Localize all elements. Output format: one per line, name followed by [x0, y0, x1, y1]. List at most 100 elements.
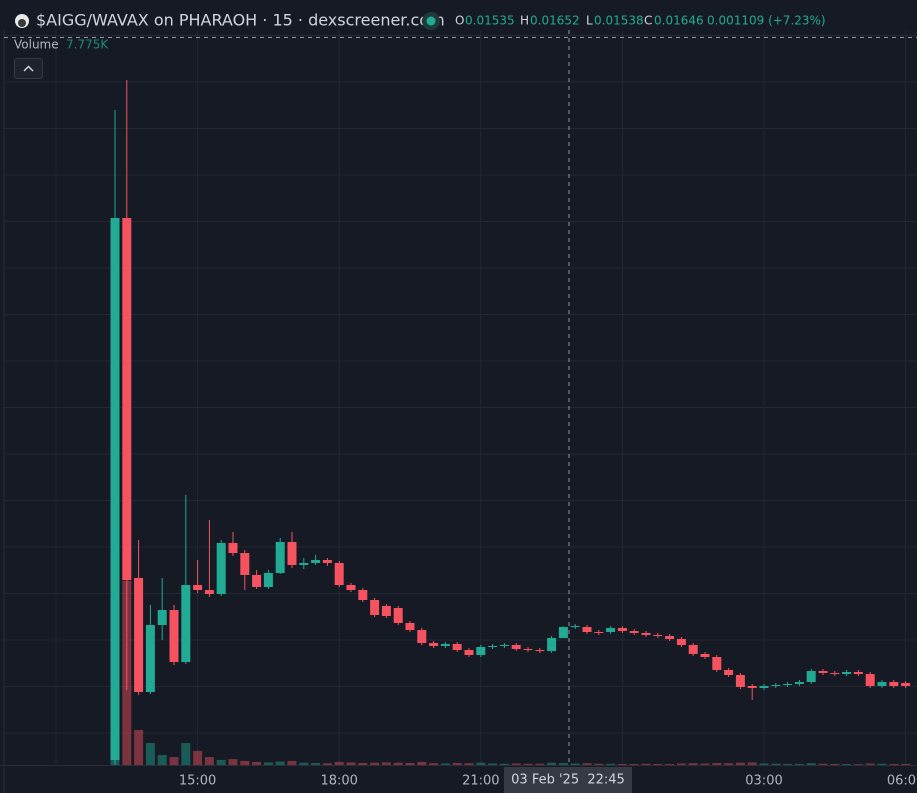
volume-bar: [676, 763, 686, 765]
candle-body: [877, 682, 887, 686]
candle-body: [311, 560, 321, 563]
candle-body: [617, 628, 627, 631]
volume-bar: [240, 760, 250, 765]
candle-body: [901, 683, 911, 686]
volume-bar: [405, 762, 415, 765]
candle-body: [594, 632, 604, 633]
crosshair-label-box: [504, 767, 632, 793]
candle-body: [204, 590, 214, 594]
collapse-button[interactable]: [14, 58, 43, 79]
volume-bar: [535, 763, 545, 765]
candle-body: [405, 623, 415, 630]
volume-bar: [346, 762, 356, 765]
candle-body: [676, 639, 686, 645]
candle-body: [169, 610, 179, 662]
ohlc-value: 0.01535: [465, 14, 515, 28]
candle-body: [499, 645, 509, 646]
volume-bar: [594, 763, 604, 765]
candle-body: [145, 625, 155, 692]
volume-bar: [393, 762, 403, 765]
ohlc-key: C: [644, 14, 652, 28]
volume-bar: [606, 763, 616, 765]
ohlc-value: 0.01646: [654, 14, 704, 28]
candle-body: [134, 578, 144, 692]
candle-body: [641, 633, 651, 635]
volume-bar: [464, 763, 474, 765]
volume-bar: [653, 763, 663, 765]
candle-body: [228, 543, 238, 553]
volume-bar: [771, 763, 781, 765]
volume-bar: [181, 742, 191, 765]
volume-bar: [334, 761, 344, 765]
volume-bar: [523, 763, 533, 765]
volume-bar: [228, 759, 238, 765]
candle-body: [523, 649, 533, 650]
volume-bar: [417, 761, 427, 765]
volume-bar: [830, 763, 840, 765]
volume-bar: [287, 760, 297, 765]
crosshair-label: 03 Feb '25 22:45: [511, 773, 625, 788]
candle-body: [452, 644, 462, 650]
candle-body: [358, 590, 368, 600]
volume-bar: [440, 763, 450, 765]
volume-bar: [877, 763, 887, 765]
volume-bar: [204, 757, 214, 765]
volume-bar: [499, 763, 509, 765]
volume-bar: [570, 763, 580, 765]
candle-body: [889, 682, 899, 686]
volume-bar: [547, 762, 557, 765]
volume-bar: [511, 763, 521, 765]
candle-body: [535, 650, 545, 651]
candle-body: [252, 575, 262, 587]
volume-bar: [263, 762, 273, 765]
volume-bar: [476, 762, 486, 765]
volume-bar: [488, 763, 498, 765]
candle-body: [440, 644, 450, 646]
candle-body: [606, 628, 616, 632]
volume-bar: [381, 762, 391, 765]
candle-body: [712, 657, 722, 670]
volume-value: 7.775K: [66, 38, 109, 52]
volume-bar: [724, 763, 734, 765]
candle-body: [818, 671, 828, 673]
x-tick-label: 03:00: [745, 774, 782, 789]
candle-body: [417, 630, 427, 643]
volume-bar: [806, 763, 816, 765]
volume-bar: [429, 763, 439, 765]
volume-bar: [358, 762, 368, 765]
volume-bar: [712, 762, 722, 765]
candle-body: [865, 674, 875, 686]
volume-bar: [865, 763, 875, 765]
volume-bar: [853, 764, 863, 765]
candle-body: [558, 627, 568, 639]
volume-bar: [665, 763, 675, 765]
candle-body: [582, 627, 592, 632]
volume-bar: [134, 729, 144, 765]
status-dot: [426, 16, 436, 26]
volume-bar: [169, 757, 179, 765]
token-icon-detail: [18, 19, 26, 27]
horizontal-grid: [4, 35, 917, 765]
volume-bar: [558, 763, 568, 765]
volume-bar: [322, 763, 332, 765]
volume-label: Volume: [14, 38, 59, 52]
chart-title: $AIGG/WAVAX on PHARAOH · 15 · dexscreene…: [36, 11, 445, 30]
candle-body: [393, 608, 403, 623]
candle-body: [794, 682, 804, 684]
candle-body: [181, 585, 191, 662]
candle-body: [110, 218, 120, 760]
x-tick-label: 06:00: [887, 774, 917, 789]
volume-bar: [452, 762, 462, 765]
candle-body: [511, 645, 521, 649]
candle-body: [476, 647, 486, 655]
ohlc-value: 0.01538: [594, 14, 644, 28]
volume-bar: [157, 755, 167, 765]
x-tick-label: 18:00: [320, 774, 357, 789]
candle-body: [759, 686, 769, 688]
volume-bar: [311, 762, 321, 765]
candle-body: [688, 645, 698, 654]
ohlc-key: H: [520, 14, 529, 28]
candle-body: [842, 672, 852, 674]
candle-body: [287, 542, 297, 565]
